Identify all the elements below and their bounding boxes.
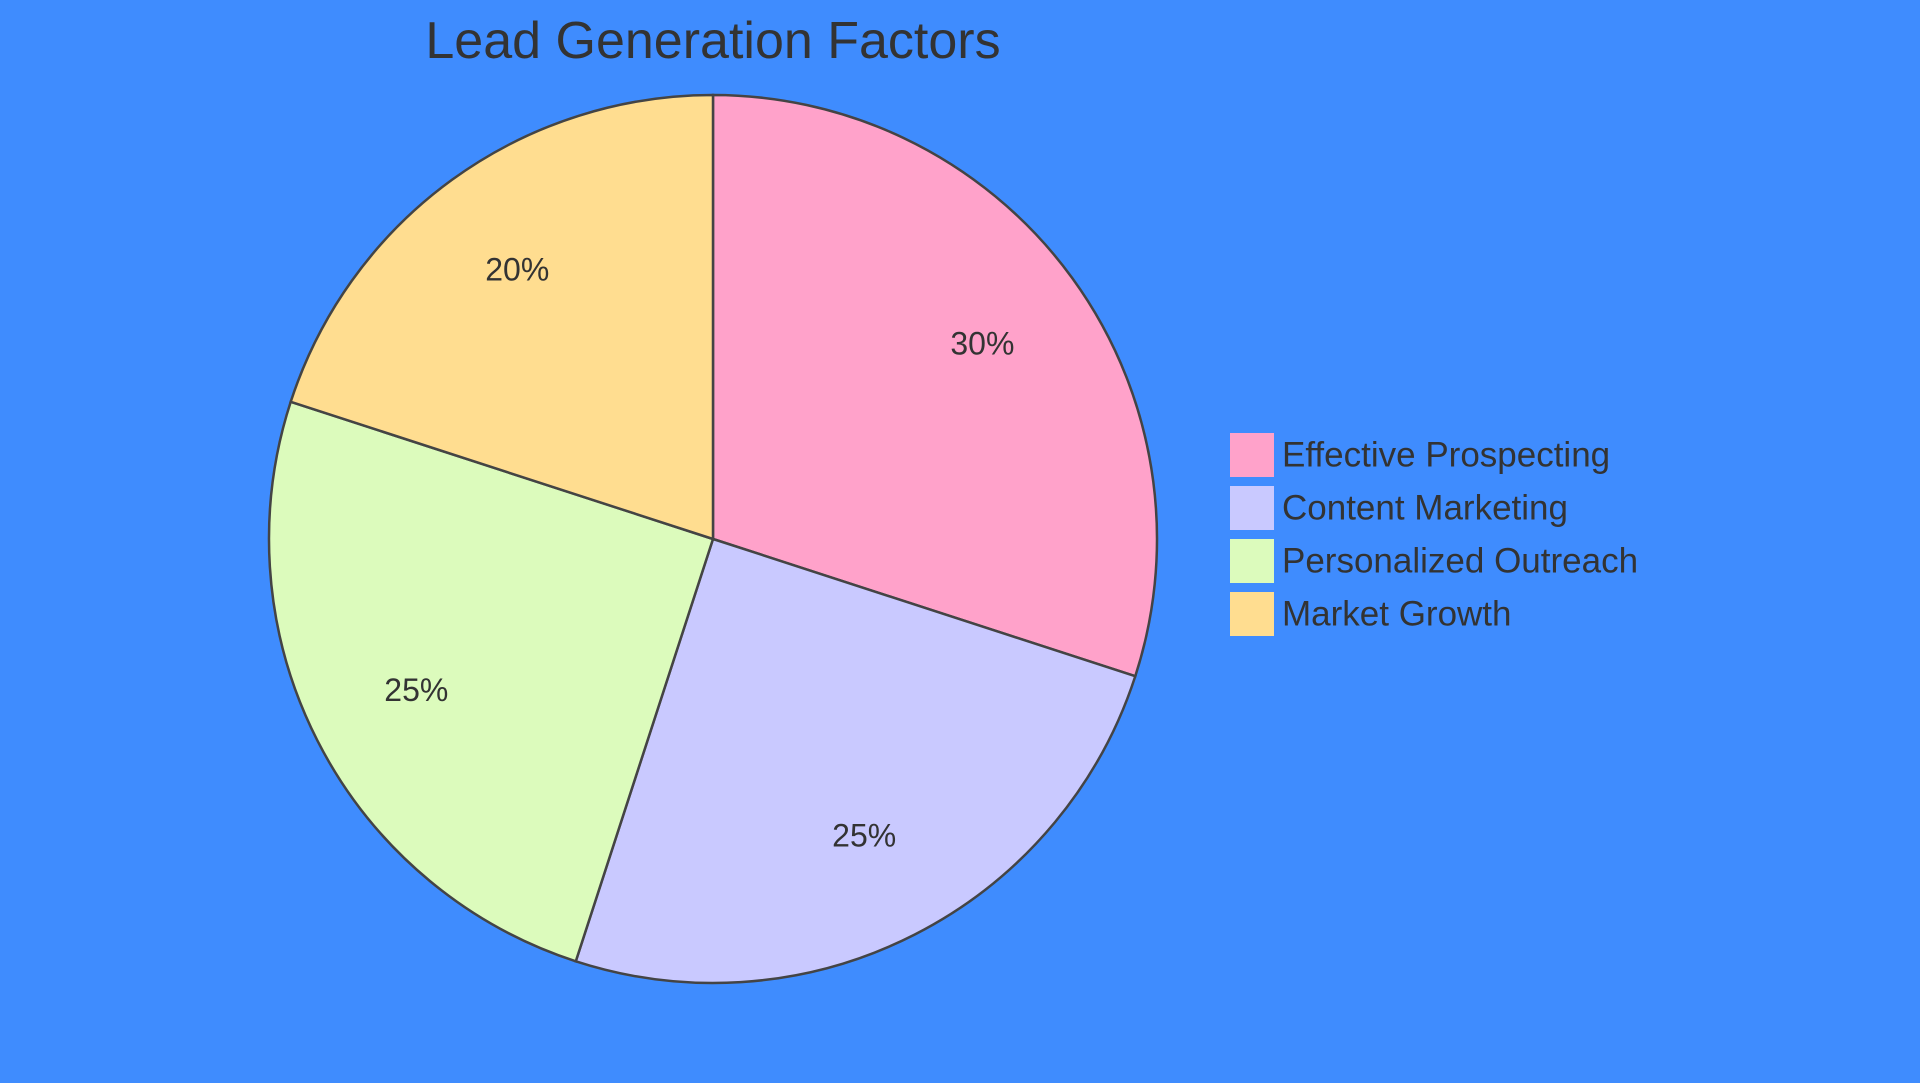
pie-slice-content-marketing — [574, 537, 1137, 985]
pie-slice-effective-prospecting — [711, 93, 1159, 678]
slice-label-personalized-outreach: 25% — [384, 672, 448, 708]
legend-item-effective-prospecting: Effective Prospecting — [1230, 433, 1610, 477]
legend-swatch-personalized-outreach — [1230, 539, 1274, 583]
legend-swatch-market-growth — [1230, 592, 1274, 636]
legend-label-personalized-outreach: Personalized Outreach — [1282, 542, 1638, 581]
chart-title: Lead Generation Factors — [425, 12, 1000, 70]
pie-slices — [267, 93, 1159, 985]
legend-label-effective-prospecting: Effective Prospecting — [1282, 436, 1610, 475]
slice-label-content-marketing: 25% — [832, 818, 896, 854]
pie-slice-labels: 30% 25% 25% 20% — [384, 252, 1014, 854]
legend-swatch-content-marketing — [1230, 486, 1274, 530]
legend-swatch-effective-prospecting — [1230, 433, 1274, 477]
legend-label-content-marketing: Content Marketing — [1282, 489, 1568, 528]
pie-slice-market-growth — [289, 93, 715, 541]
slice-label-effective-prospecting: 30% — [950, 325, 1014, 361]
legend: Effective Prospecting Content Marketing Pe… — [1230, 433, 1638, 636]
legend-item-market-growth: Market Growth — [1230, 592, 1512, 636]
pie-slice-personalized-outreach — [267, 400, 715, 963]
legend-label-market-growth: Market Growth — [1282, 595, 1512, 634]
legend-item-content-marketing: Content Marketing — [1230, 486, 1568, 530]
slice-label-market-growth: 20% — [485, 252, 549, 288]
legend-item-personalized-outreach: Personalized Outreach — [1230, 539, 1638, 583]
